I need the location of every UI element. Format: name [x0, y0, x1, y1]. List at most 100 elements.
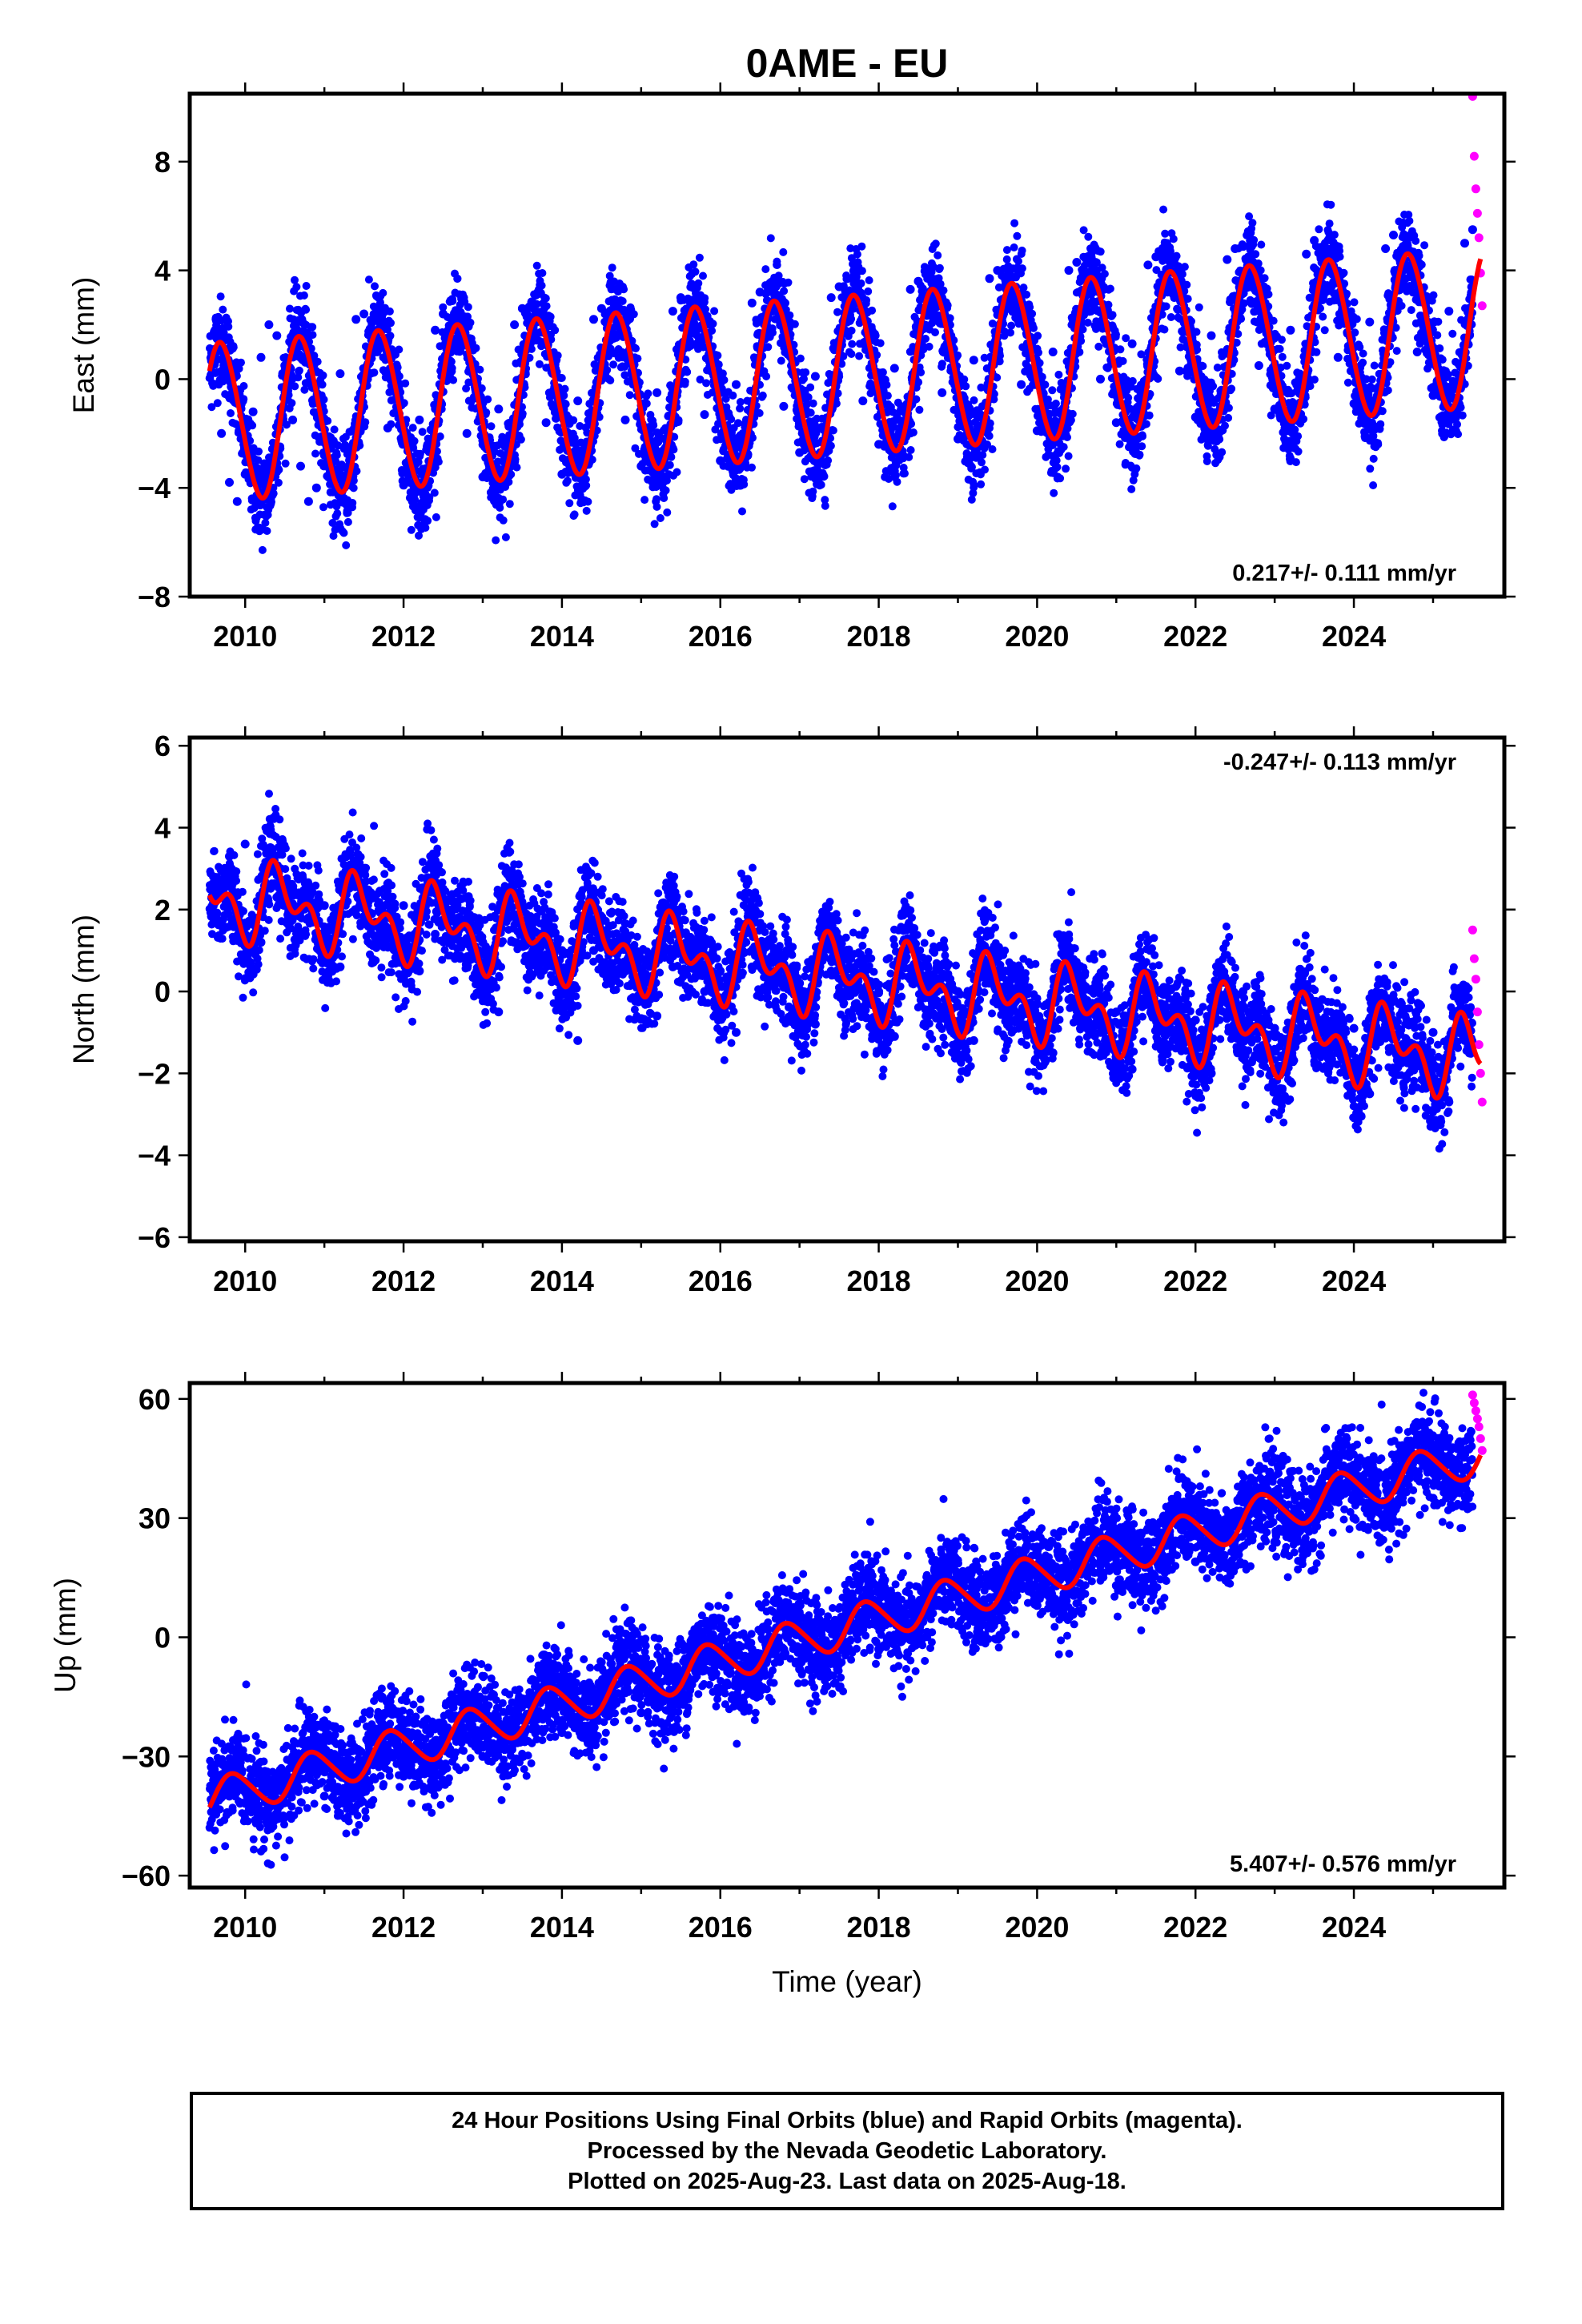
east-final-orbit-point: [1115, 440, 1124, 448]
east-final-orbit-point: [213, 399, 222, 408]
east-final-orbit-point: [484, 395, 492, 404]
east-final-orbit-point: [1002, 246, 1011, 255]
east-final-orbit-point: [1018, 264, 1026, 273]
east-final-orbit-point: [661, 486, 670, 495]
east-final-orbit-point: [978, 458, 986, 467]
east-final-orbit-point: [401, 379, 410, 388]
east-final-orbit-point: [721, 395, 730, 403]
east-final-orbit-point: [400, 399, 408, 408]
east-final-orbit-point: [1162, 302, 1170, 311]
east-final-orbit-point: [720, 376, 729, 384]
east-final-orbit-point: [207, 403, 216, 412]
east-final-orbit-point: [1169, 235, 1178, 243]
east-final-orbit-point: [1254, 259, 1263, 267]
east-final-orbit-point: [652, 495, 661, 504]
east-final-orbit-point: [410, 436, 419, 445]
east-final-orbit-point: [1051, 400, 1060, 408]
east-final-orbit-point: [689, 260, 698, 269]
east-final-orbit-point: [917, 368, 926, 376]
east-final-orbit-point: [416, 449, 424, 458]
east-final-orbit-point: [1077, 336, 1086, 345]
east-final-orbit-point: [729, 391, 737, 400]
east-final-orbit-point: [343, 517, 352, 526]
east-final-orbit-point: [699, 271, 707, 280]
east-final-orbit-point: [714, 360, 723, 369]
east-final-orbit-point: [393, 363, 402, 372]
east-final-orbit-point: [542, 302, 551, 311]
east-final-orbit-point: [1215, 435, 1224, 444]
east-final-orbit-point: [820, 472, 829, 480]
east-final-orbit-point: [826, 441, 835, 450]
east-final-orbit-point: [269, 489, 278, 498]
east-final-orbit-point: [504, 477, 513, 486]
east-final-orbit-point: [1100, 270, 1109, 278]
east-final-orbit-point: [809, 399, 817, 408]
east-final-orbit-point: [864, 287, 873, 296]
east-final-orbit-point: [436, 432, 444, 440]
east-final-orbit-point: [541, 294, 550, 303]
east-final-orbit-point: [691, 267, 700, 276]
east-final-orbit-point: [1034, 332, 1042, 340]
east-final-orbit-point: [300, 385, 309, 394]
east-final-orbit-point: [1006, 328, 1014, 337]
east-final-orbit-point: [425, 493, 434, 502]
east-final-orbit-point: [371, 282, 379, 291]
east-final-orbit-point: [985, 432, 994, 440]
east-final-orbit-point: [308, 331, 317, 340]
east-final-orbit-point: [777, 356, 785, 365]
east-final-orbit-point: [806, 408, 815, 417]
east-final-orbit-point: [650, 520, 659, 529]
east-final-orbit-point: [1135, 450, 1144, 459]
east-final-orbit-point: [1056, 474, 1065, 483]
east-final-orbit-point: [882, 380, 891, 389]
east-final-orbit-point: [227, 409, 235, 417]
east-final-orbit-point: [1059, 443, 1068, 452]
east-final-orbit-point: [330, 425, 339, 434]
east-final-orbit-point: [476, 365, 484, 374]
east-final-orbit-point: [667, 452, 676, 461]
east-final-orbit-point: [785, 311, 794, 320]
east-final-orbit-point: [310, 352, 319, 360]
east-final-orbit-point: [853, 250, 861, 259]
east-final-orbit-point: [606, 376, 615, 384]
east-final-orbit-point: [501, 533, 510, 541]
east-final-orbit-point: [1106, 284, 1114, 293]
east-final-orbit-point: [472, 344, 480, 352]
east-final-orbit-point: [1053, 463, 1062, 472]
east-final-orbit-point: [295, 366, 303, 375]
east-final-orbit-point: [447, 357, 456, 366]
east-final-orbit-point: [379, 288, 387, 297]
east-final-orbit-point: [329, 532, 338, 541]
east-final-orbit-point: [275, 465, 283, 474]
east-final-orbit-point: [909, 428, 917, 436]
east-final-orbit-point: [482, 408, 491, 416]
east-final-orbit-point: [779, 247, 788, 256]
east-final-orbit-point: [308, 323, 317, 332]
east-final-orbit-point: [319, 503, 327, 512]
east-final-orbit-point: [287, 399, 296, 408]
east-final-orbit-point: [1118, 356, 1127, 365]
east-final-orbit-point: [1227, 384, 1236, 393]
east-final-orbit-point: [925, 342, 934, 351]
east-final-orbit-point: [939, 286, 948, 295]
east-final-orbit-point: [1192, 328, 1201, 336]
east-final-orbit-point: [764, 343, 773, 352]
east-final-orbit-point: [1221, 421, 1229, 430]
east-final-orbit-point: [538, 269, 547, 277]
east-final-orbit-point: [224, 322, 233, 331]
east-final-orbit-point: [1108, 311, 1117, 320]
east-final-orbit-point: [640, 496, 649, 505]
east-final-orbit-point: [1183, 295, 1192, 304]
east-final-orbit-point: [1199, 362, 1207, 371]
east-final-orbit-point: [603, 366, 612, 374]
east-final-orbit-point: [701, 294, 709, 303]
east-final-orbit-point: [1079, 226, 1088, 235]
east-final-orbit-point: [235, 364, 243, 373]
east-final-orbit-point: [507, 470, 516, 479]
east-final-orbit-point: [408, 424, 417, 432]
east-final-orbit-point: [829, 426, 837, 435]
east-final-orbit-point: [439, 303, 448, 312]
east-final-orbit-point: [407, 525, 416, 534]
east-final-orbit-point: [1154, 375, 1162, 383]
